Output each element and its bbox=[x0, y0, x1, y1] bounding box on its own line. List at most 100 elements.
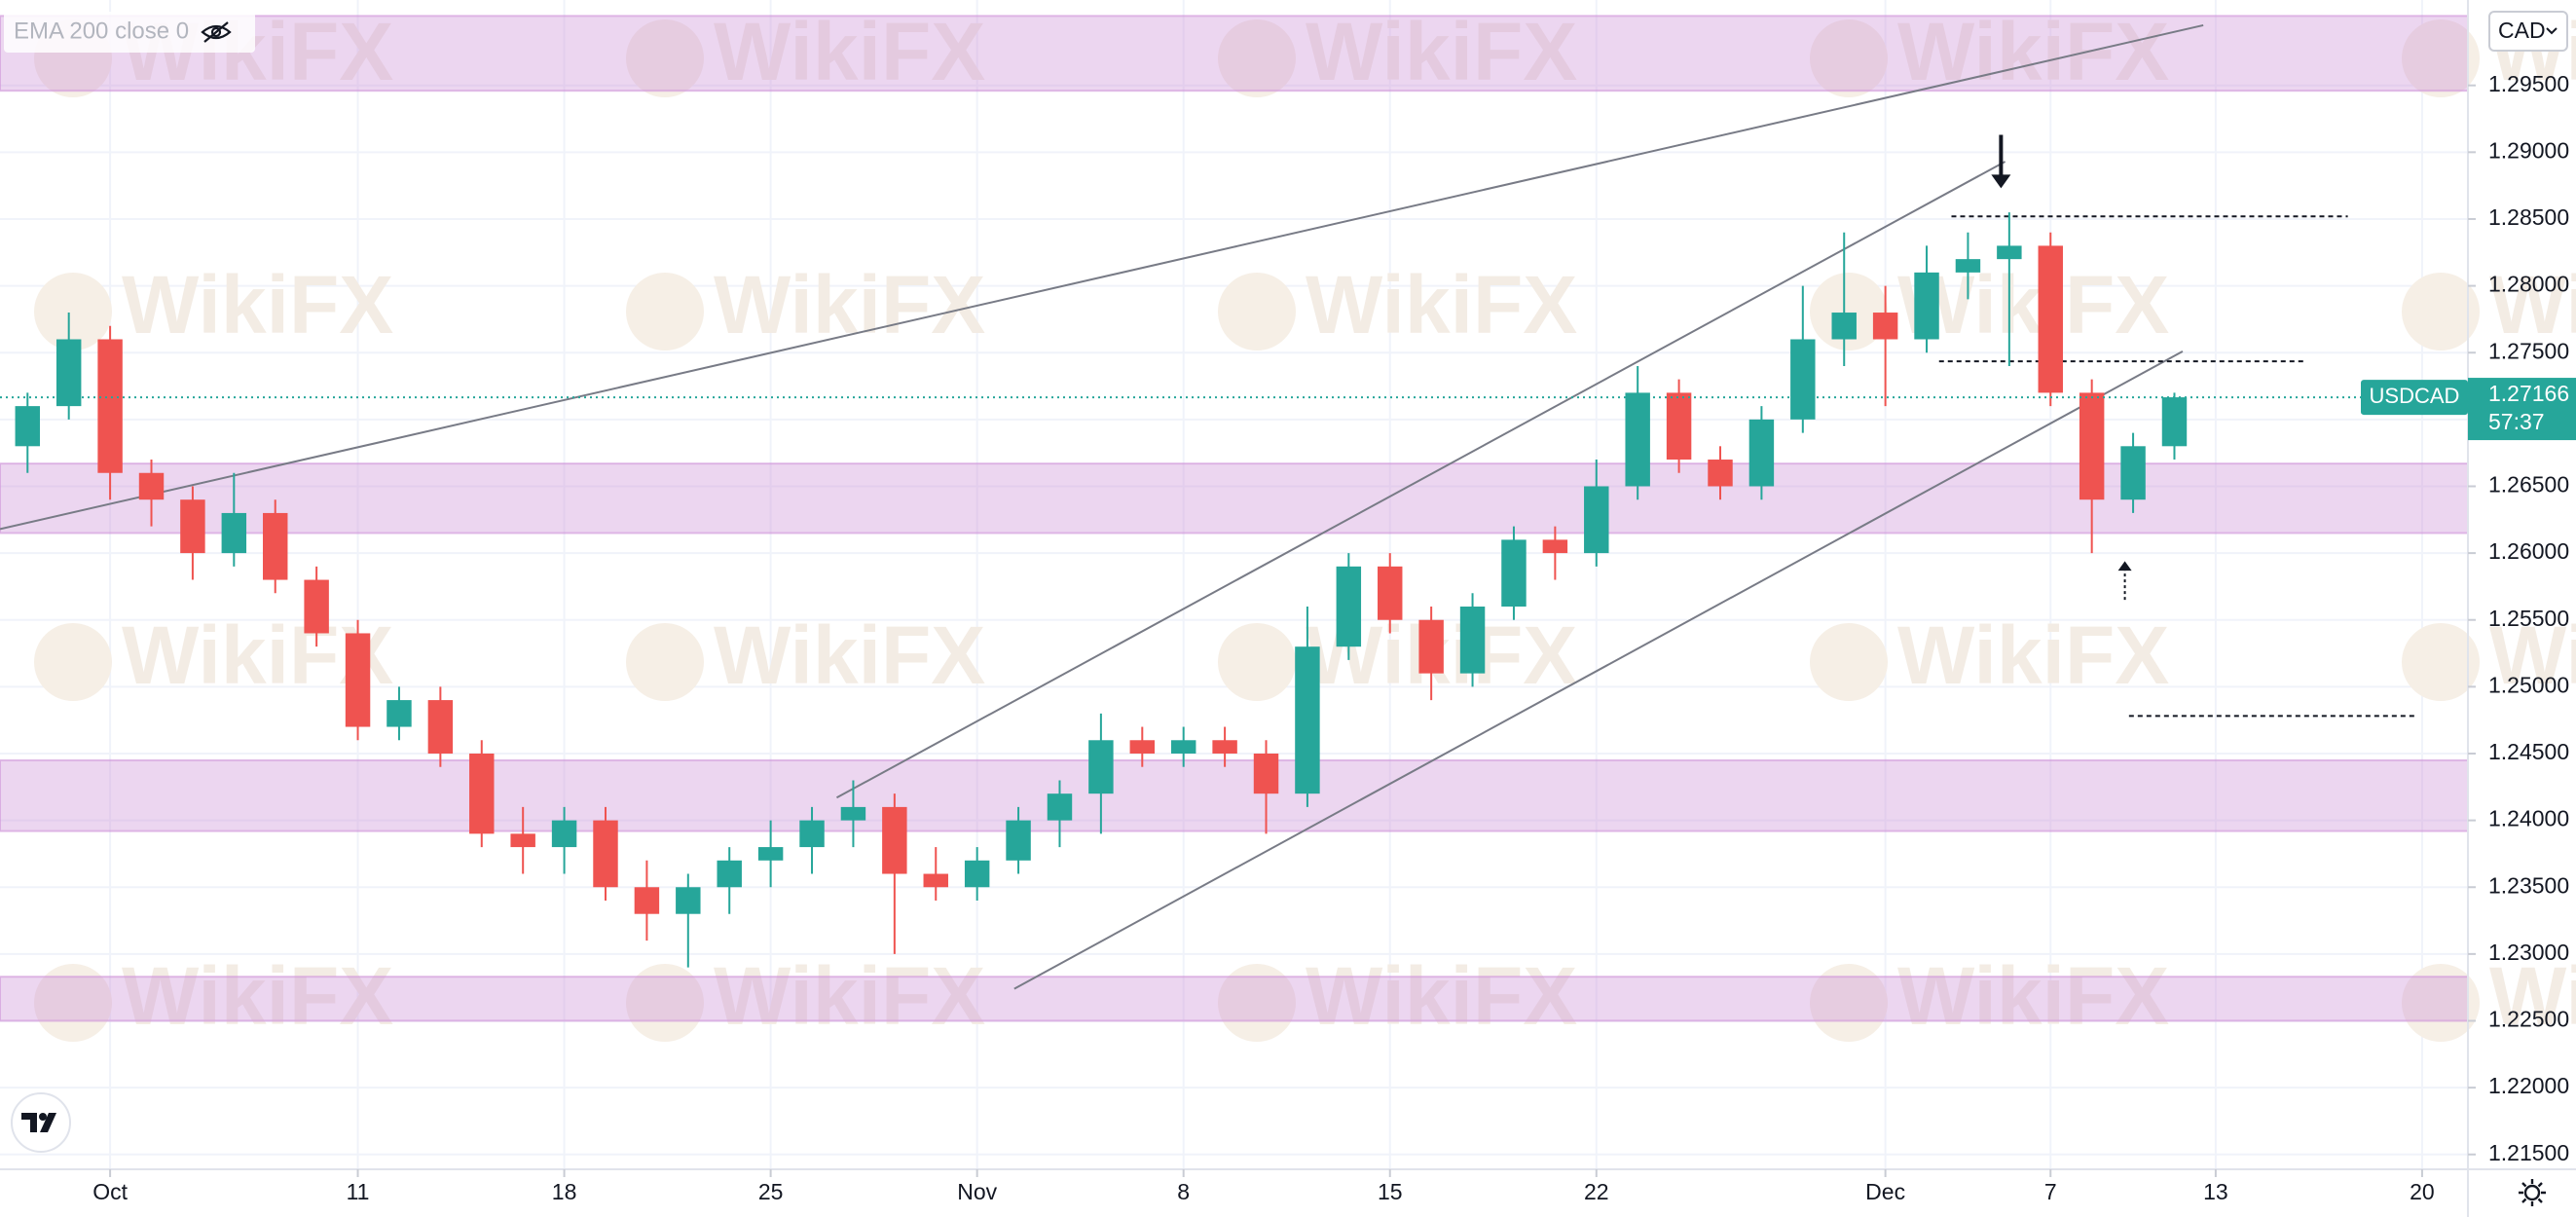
currency-button[interactable]: CAD bbox=[2488, 11, 2568, 52]
candle-body bbox=[923, 873, 948, 888]
watermark-logo bbox=[34, 623, 112, 701]
watermark: WikiFX bbox=[714, 6, 985, 97]
drawings bbox=[0, 23, 2418, 990]
candle-body bbox=[138, 472, 165, 500]
x-tick-label: 25 bbox=[758, 1179, 784, 1204]
y-tick-label: 1.23000 bbox=[2488, 940, 2569, 965]
candle-body bbox=[1666, 392, 1692, 461]
watermark: WikiFX bbox=[1897, 259, 2169, 350]
x-tick-label: Nov bbox=[957, 1179, 997, 1204]
watermark-logo bbox=[1810, 623, 1888, 701]
y-tick-label: 1.22000 bbox=[2488, 1073, 2569, 1098]
x-tick-label: 22 bbox=[1584, 1179, 1609, 1204]
legend-box bbox=[4, 12, 255, 53]
candle-body bbox=[427, 700, 454, 754]
zone bbox=[0, 976, 2469, 1022]
candle-body bbox=[634, 887, 660, 914]
logo-dot bbox=[39, 1113, 47, 1121]
x-tick-label: 20 bbox=[2410, 1179, 2435, 1204]
watermark-logo bbox=[34, 964, 112, 1042]
trendline bbox=[835, 161, 2006, 799]
candle-body bbox=[1459, 607, 1486, 674]
watermark: WikiFX bbox=[2489, 950, 2576, 1042]
watermark-logo bbox=[2402, 273, 2480, 350]
candle-body bbox=[1336, 566, 1362, 647]
settings-icon[interactable] bbox=[2519, 1179, 2546, 1206]
watermark-logo bbox=[1810, 19, 1888, 97]
watermark-logo bbox=[1810, 964, 1888, 1042]
logo-mark bbox=[21, 1113, 56, 1132]
watermark-logo bbox=[626, 19, 704, 97]
candle-body bbox=[97, 339, 123, 473]
currency-label: CAD bbox=[2498, 18, 2546, 43]
y-tick-label: 1.23500 bbox=[2488, 872, 2569, 898]
candle-body bbox=[1872, 313, 1898, 340]
candles bbox=[15, 212, 2188, 968]
y-tick-label: 1.25500 bbox=[2488, 606, 2569, 631]
watermark: WikiFX bbox=[714, 950, 985, 1042]
price-tag: USDCAD 1.27166 57:37 bbox=[0, 378, 2576, 441]
candle-body bbox=[882, 806, 907, 874]
indicator-legend[interactable]: EMA 200 close 0 bbox=[4, 12, 255, 53]
logo[interactable] bbox=[11, 1092, 71, 1153]
candle-body bbox=[551, 820, 577, 848]
price-tag: 1.27166 bbox=[2488, 381, 2569, 406]
watermark: WikiFX bbox=[1897, 609, 2169, 701]
currency-box bbox=[2488, 11, 2568, 52]
arrow-head bbox=[1991, 174, 2011, 189]
watermark-logo bbox=[2402, 19, 2480, 97]
watermark: WikiFX bbox=[1306, 6, 1577, 97]
candle-body bbox=[2079, 392, 2105, 500]
candle-body bbox=[1212, 740, 1237, 754]
watermark: WikiFX bbox=[714, 259, 985, 350]
candle-body bbox=[15, 406, 41, 447]
candle-body bbox=[593, 820, 618, 888]
candle-body bbox=[1914, 272, 1939, 340]
y-tick-label: 1.26500 bbox=[2488, 472, 2569, 498]
y-tick-label: 1.25000 bbox=[2488, 672, 2569, 697]
watermark-logo bbox=[626, 273, 704, 350]
candle-body bbox=[964, 860, 990, 888]
watermark-logo bbox=[1218, 964, 1296, 1042]
candle-body bbox=[304, 579, 329, 634]
watermark-logo bbox=[1218, 623, 1296, 701]
watermark: WikiFX bbox=[1897, 6, 2169, 97]
candle-body bbox=[2120, 446, 2146, 500]
watermark-logo bbox=[2402, 623, 2480, 701]
y-tick-label: 1.29500 bbox=[2488, 71, 2569, 96]
watermark-logo bbox=[34, 273, 112, 350]
watermark-logo bbox=[1218, 273, 1296, 350]
price-tag-box bbox=[2468, 378, 2576, 441]
candle-body bbox=[345, 633, 371, 727]
candle-body bbox=[1378, 566, 1403, 620]
y-tick-label: 1.24500 bbox=[2488, 739, 2569, 764]
candle-body bbox=[263, 512, 288, 580]
watermark: WikiFX bbox=[2489, 259, 2576, 350]
candle-body bbox=[510, 833, 535, 848]
candle-body bbox=[386, 700, 412, 727]
watermark-logo bbox=[1218, 19, 1296, 97]
candle-body bbox=[180, 499, 205, 554]
watermark: WikiFX bbox=[122, 950, 393, 1042]
candle-body bbox=[1955, 259, 1981, 273]
x-tick-label: 8 bbox=[1177, 1179, 1190, 1204]
watermark: WikiFX bbox=[714, 609, 985, 701]
candle-body bbox=[1253, 753, 1279, 794]
candle-body bbox=[676, 887, 701, 914]
candle-body bbox=[1625, 392, 1650, 487]
candle-body bbox=[1790, 339, 1816, 420]
trendline bbox=[1013, 350, 2184, 990]
eye-hidden-icon[interactable] bbox=[201, 21, 232, 43]
watermark-logo bbox=[2402, 964, 2480, 1042]
countdown: 57:37 bbox=[2488, 409, 2545, 434]
zone bbox=[0, 15, 2469, 92]
candle-body bbox=[1584, 486, 1609, 554]
symbol-tag: USDCAD bbox=[2370, 384, 2460, 408]
candle-body bbox=[2161, 397, 2188, 447]
x-tick-label: 18 bbox=[552, 1179, 577, 1204]
watermark: WikiFX bbox=[1306, 259, 1577, 350]
candle-body bbox=[1501, 539, 1527, 608]
y-tick-label: 1.29000 bbox=[2488, 137, 2569, 163]
candle-body bbox=[799, 820, 825, 848]
